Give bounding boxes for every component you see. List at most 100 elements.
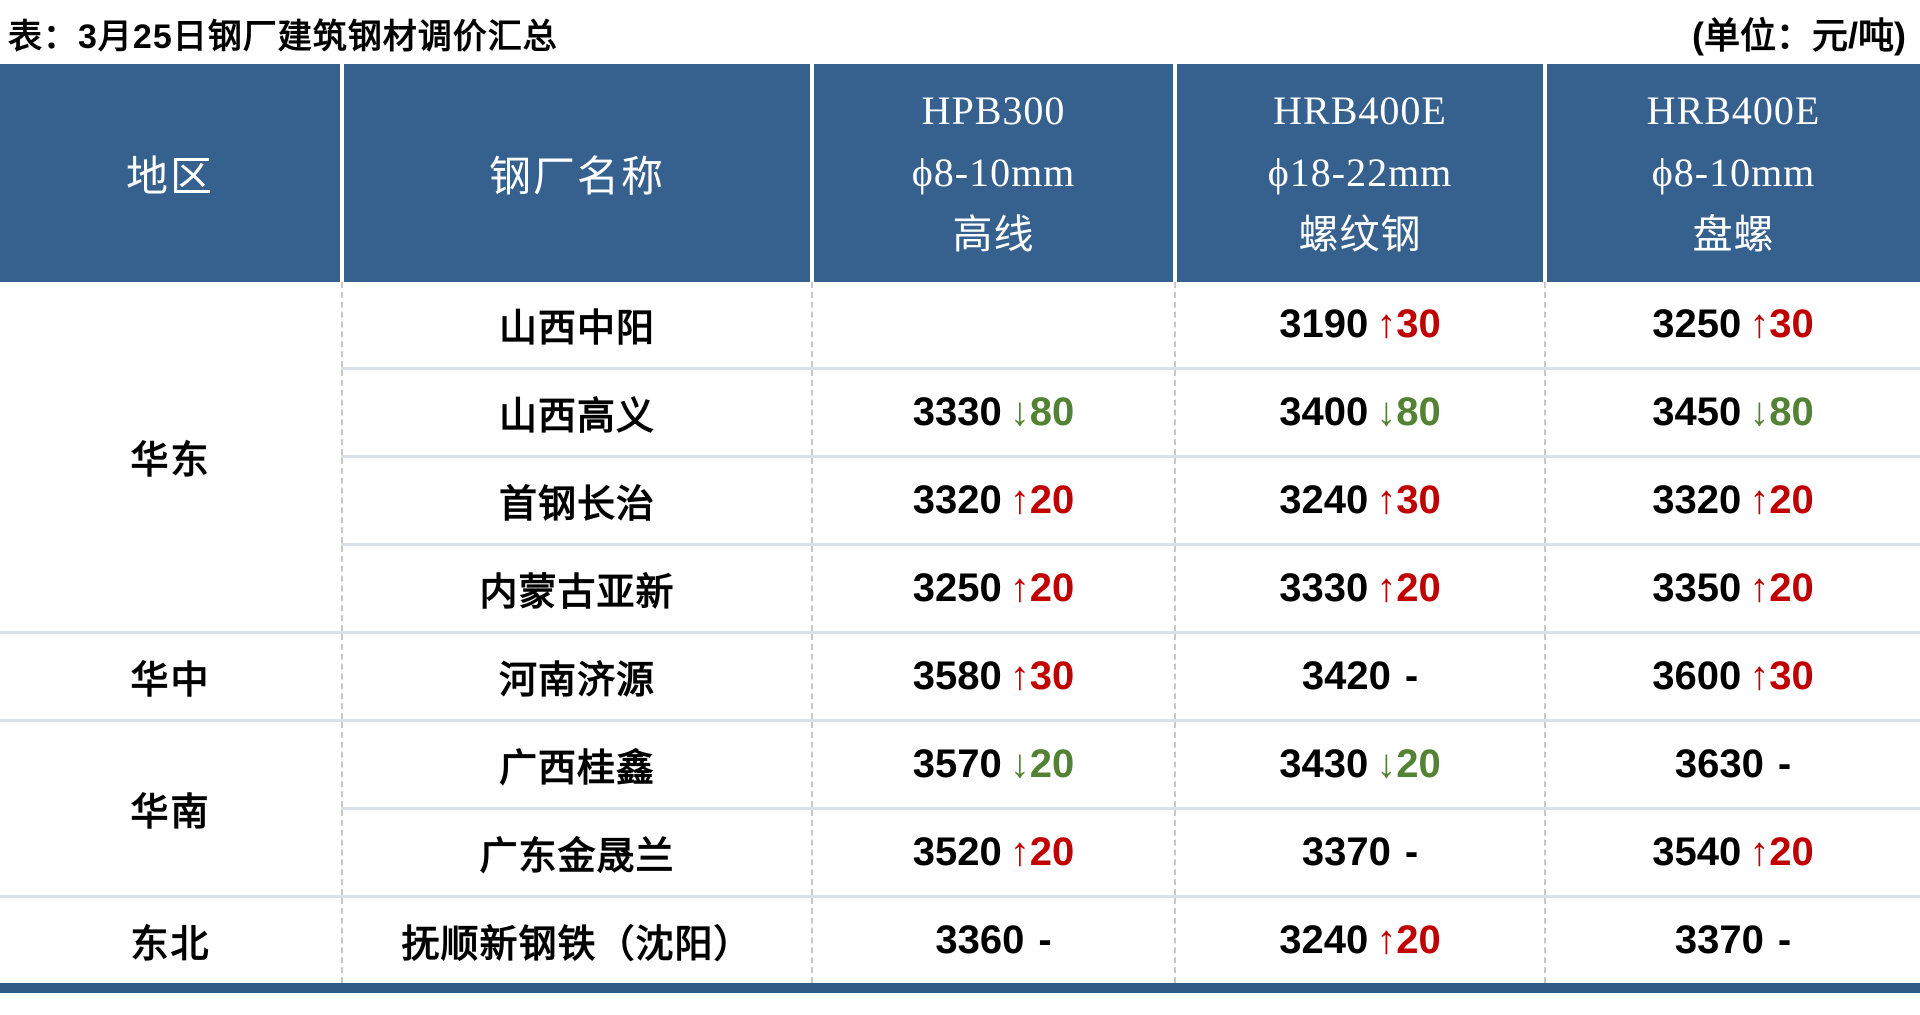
price-value: 3600 bbox=[1652, 654, 1742, 698]
mill-name: 内蒙古亚新 bbox=[341, 543, 812, 633]
price-value: 3370 bbox=[1674, 918, 1764, 962]
table-row: 山西高义 3330 ↓80 3400 ↓80 3450 ↓80 bbox=[0, 367, 1920, 457]
price-change: ↑20 bbox=[1009, 830, 1075, 874]
price-cell: 3240 ↑30 bbox=[1174, 455, 1545, 545]
price-cell: 3370- bbox=[1544, 895, 1920, 983]
price-change: ↓80 bbox=[1376, 390, 1441, 434]
table-row: 内蒙古亚新 3250 ↑20 3330 ↑20 3350 ↑20 bbox=[0, 543, 1920, 633]
mill-name: 首钢长治 bbox=[341, 455, 812, 545]
price-value: 3320 bbox=[912, 478, 1002, 522]
price-cell: 3400 ↓80 bbox=[1174, 367, 1545, 457]
price-value: 3330 bbox=[1279, 566, 1369, 610]
price-cell: 3190 ↑30 bbox=[1174, 282, 1545, 369]
price-value: 3420 bbox=[1301, 654, 1391, 698]
price-value: 3250 bbox=[912, 566, 1002, 610]
mill-name: 山西高义 bbox=[341, 367, 812, 457]
price-cell: 3430 ↓20 bbox=[1174, 719, 1545, 809]
price-value: 3370 bbox=[1301, 830, 1391, 874]
price-change: ↑20 bbox=[1749, 566, 1814, 610]
price-value: 3430 bbox=[1279, 742, 1369, 786]
price-value: 3240 bbox=[1279, 478, 1369, 522]
price-change: ↑20 bbox=[1376, 566, 1441, 610]
region-cell-huadong: 华东 bbox=[130, 440, 211, 482]
price-value: 3570 bbox=[912, 742, 1002, 786]
mill-name: 抚顺新钢铁（沈阳） bbox=[341, 895, 812, 983]
region-cell-huanan: 华南 bbox=[0, 719, 342, 897]
table-row: 华中 河南济源 3580 ↑30 3420- 3600 ↑30 bbox=[0, 631, 1920, 721]
header-hrb400e-coil: HRB400E ϕ8-10mm 盘螺 bbox=[1543, 64, 1920, 282]
header-mill-name: 钢厂名称 bbox=[340, 64, 812, 282]
mill-name: 山西中阳 bbox=[341, 282, 812, 369]
price-cell: 3540 ↑20 bbox=[1544, 807, 1920, 897]
price-change: ↑30 bbox=[1009, 654, 1075, 698]
header-row: 地区 钢厂名称 HPB300 ϕ8-10mm 高线 HRB400E ϕ18-22… bbox=[0, 64, 1920, 282]
price-change: ↑20 bbox=[1749, 830, 1814, 874]
region-cell-huazhong: 华中 bbox=[0, 631, 342, 721]
price-change: ↑30 bbox=[1376, 478, 1441, 522]
price-cell: 3360- bbox=[811, 895, 1175, 983]
price-cell: 3320 ↑20 bbox=[1544, 455, 1920, 545]
price-value: 3540 bbox=[1652, 830, 1742, 874]
price-change: ↑20 bbox=[1376, 918, 1441, 962]
price-cell: 3250 ↑30 bbox=[1544, 282, 1920, 369]
price-change: - bbox=[1777, 918, 1792, 962]
price-cell: 3320 ↑20 bbox=[811, 455, 1175, 545]
price-cell: 3600 ↑30 bbox=[1544, 631, 1920, 721]
price-value: 3350 bbox=[1652, 566, 1742, 610]
price-cell: 3350 ↑20 bbox=[1544, 543, 1920, 633]
table-row: 东北 抚顺新钢铁（沈阳） 3360- 3240 ↑20 3370- bbox=[0, 895, 1920, 983]
price-change: ↑30 bbox=[1749, 302, 1814, 346]
price-cell bbox=[811, 282, 1175, 369]
mill-name: 河南济源 bbox=[341, 631, 812, 721]
table-row: 华东 山西中阳 3190 ↑30 3250 ↑30 bbox=[0, 282, 1920, 482]
price-change: ↑20 bbox=[1749, 478, 1814, 522]
price-value: 3360 bbox=[935, 918, 1025, 962]
price-change: - bbox=[1404, 654, 1419, 698]
table-row: 华南 广西桂鑫 3570 ↓20 3430 ↓20 3630- bbox=[0, 719, 1920, 897]
price-change: ↑20 bbox=[1009, 478, 1075, 522]
price-change: ↓80 bbox=[1749, 390, 1814, 434]
price-value: 3250 bbox=[1652, 302, 1742, 346]
table-header: 地区 钢厂名称 HPB300 ϕ8-10mm 高线 HRB400E ϕ18-22… bbox=[0, 64, 1920, 282]
price-cell: 3520 ↑20 bbox=[811, 807, 1175, 897]
header-hpb300-highwire: HPB300 ϕ8-10mm 高线 bbox=[810, 64, 1175, 282]
price-cell: 3240 ↑20 bbox=[1174, 895, 1545, 983]
price-cell: 3580 ↑30 bbox=[811, 631, 1175, 721]
price-change: ↑30 bbox=[1376, 302, 1441, 346]
price-value: 3240 bbox=[1279, 918, 1369, 962]
header-hrb400e-rebar: HRB400E ϕ18-22mm 螺纹钢 bbox=[1173, 64, 1545, 282]
price-table: 地区 钢厂名称 HPB300 ϕ8-10mm 高线 HRB400E ϕ18-22… bbox=[0, 64, 1920, 983]
region-cell-dongbei: 东北 bbox=[0, 895, 342, 983]
price-change: ↓80 bbox=[1009, 390, 1075, 434]
title-bar: 表：3月25日钢厂建筑钢材调价汇总 (单位：元/吨) bbox=[0, 0, 1920, 64]
unit-label: (单位：元/吨) bbox=[1692, 15, 1906, 56]
price-value: 3580 bbox=[912, 654, 1002, 698]
price-value: 3320 bbox=[1652, 478, 1742, 522]
price-change: ↑20 bbox=[1009, 566, 1075, 610]
price-value: 3190 bbox=[1279, 302, 1369, 346]
price-change: - bbox=[1404, 830, 1419, 874]
mill-name: 广东金晟兰 bbox=[341, 807, 812, 897]
price-cell: 3330 ↑20 bbox=[1174, 543, 1545, 633]
price-change: ↓20 bbox=[1376, 742, 1441, 786]
price-change: ↓20 bbox=[1009, 742, 1075, 786]
header-region: 地区 bbox=[0, 64, 342, 282]
table-row: 广东金晟兰 3520 ↑20 3370- 3540 ↑20 bbox=[0, 807, 1920, 897]
table-row: 首钢长治 3320 ↑20 3240 ↑30 3320 ↑20 bbox=[0, 455, 1920, 545]
price-cell: 3330 ↓80 bbox=[811, 367, 1175, 457]
price-cell: 3420- bbox=[1174, 631, 1545, 721]
price-value: 3630 bbox=[1674, 742, 1764, 786]
price-change: - bbox=[1038, 918, 1052, 962]
bottom-accent-bar bbox=[0, 983, 1920, 993]
price-value: 3330 bbox=[912, 390, 1002, 434]
price-value: 3400 bbox=[1279, 390, 1369, 434]
price-cell: 3630- bbox=[1544, 719, 1920, 809]
table-body: 华东 山西中阳 3190 ↑30 3250 ↑30 山西高义 3330 ↓80 340… bbox=[0, 282, 1920, 983]
price-change: - bbox=[1777, 742, 1792, 786]
mill-name: 广西桂鑫 bbox=[341, 719, 812, 809]
price-cell: 3370- bbox=[1174, 807, 1545, 897]
price-change: ↑30 bbox=[1749, 654, 1814, 698]
price-value: 3450 bbox=[1652, 390, 1742, 434]
price-cell: 3450 ↓80 bbox=[1544, 367, 1920, 457]
